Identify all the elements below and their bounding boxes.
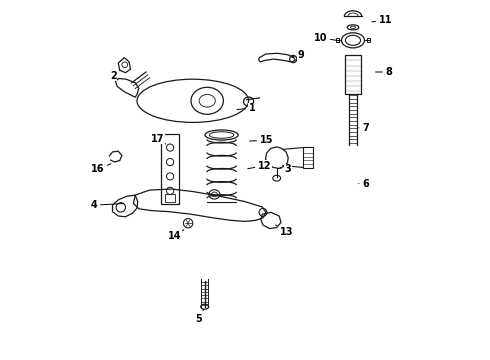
Text: 17: 17 [151,134,166,144]
Text: 11: 11 [372,15,392,25]
Text: 3: 3 [280,164,292,174]
Bar [165,194,175,202]
Text: 2: 2 [110,70,121,81]
Text: 15: 15 [249,135,273,145]
Ellipse shape [205,130,238,140]
Text: 6: 6 [359,179,369,189]
Bar [303,147,313,168]
Text: 4: 4 [91,200,123,210]
Bar [162,134,179,204]
Text: 12: 12 [248,161,271,171]
Text: 7: 7 [359,123,369,133]
Circle shape [183,219,193,228]
Text: 9: 9 [292,50,304,60]
Bar [345,55,361,94]
Text: 13: 13 [275,225,293,237]
Text: 10: 10 [314,33,336,43]
Text: 14: 14 [168,230,184,241]
Text: 16: 16 [91,164,111,174]
Bar [367,38,370,42]
Text: 5: 5 [195,310,204,324]
Bar [336,38,339,42]
Text: 8: 8 [375,67,392,77]
Text: 1: 1 [237,103,256,113]
